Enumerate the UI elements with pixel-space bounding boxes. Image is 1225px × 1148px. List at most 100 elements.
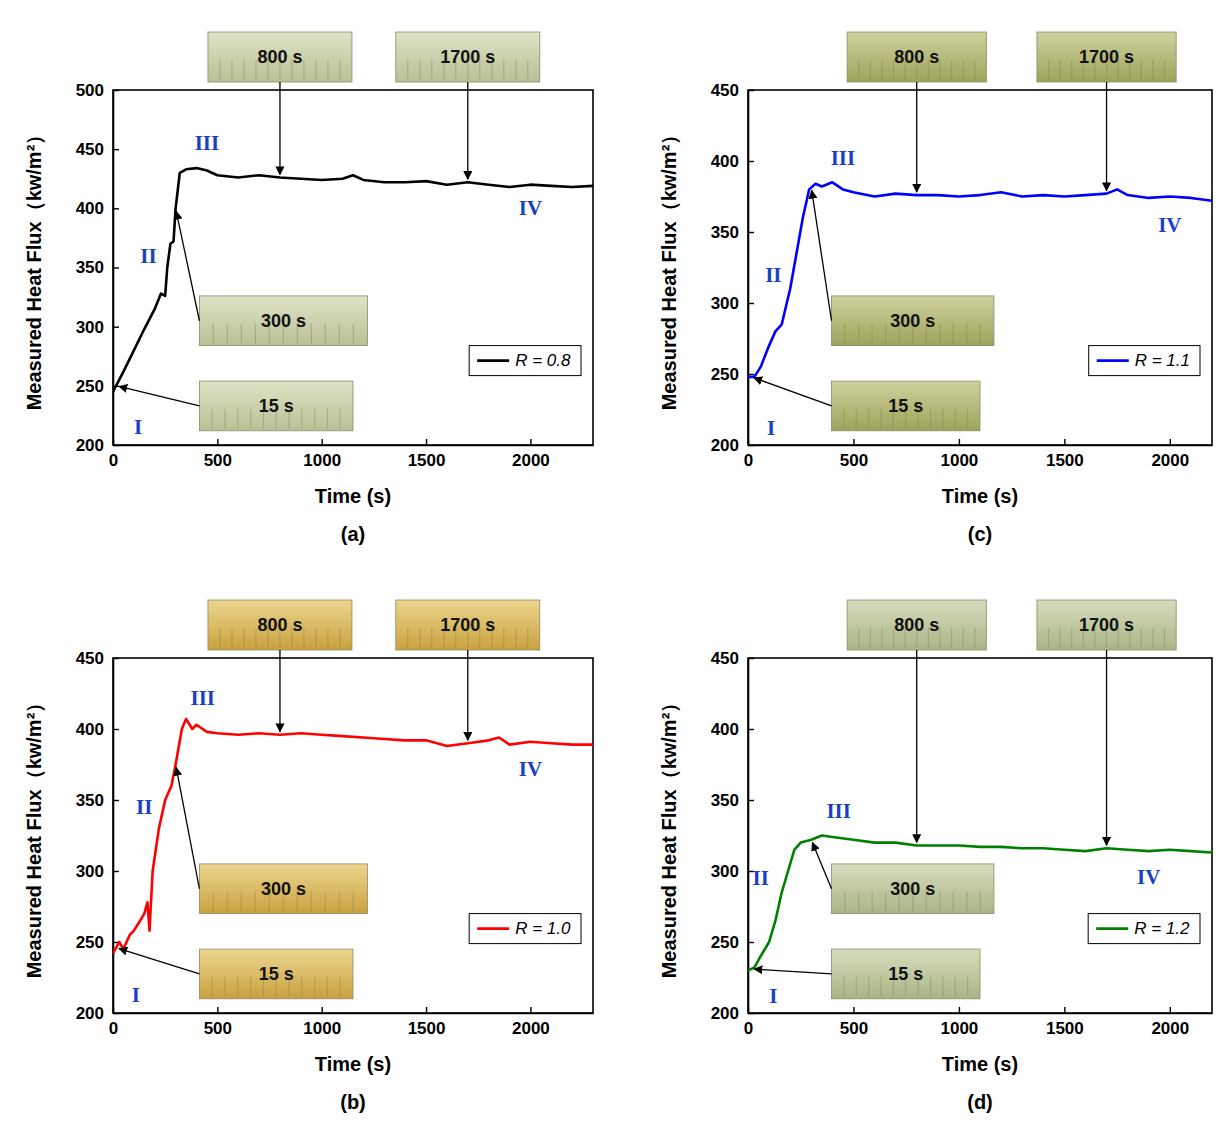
y-tick-label: 300 — [711, 862, 739, 881]
photo-arrow — [812, 843, 831, 889]
photo-texture — [315, 628, 316, 649]
panel: 0500100015002000200250300350400450Time (… — [23, 600, 594, 1113]
x-tick-label: 1000 — [940, 451, 978, 470]
y-axis-line — [113, 659, 115, 1014]
x-tick-label: 500 — [204, 1019, 232, 1038]
x-tick-label: 0 — [744, 1019, 753, 1038]
photo-inset: 15 s — [832, 949, 980, 999]
y-tick-label: 350 — [711, 791, 739, 810]
y-tick-label: 300 — [76, 862, 104, 881]
x-axis-line — [749, 445, 1213, 447]
photo-arrow — [754, 969, 831, 974]
photo-texture — [311, 323, 312, 343]
photo-texture — [980, 891, 981, 911]
y-tick-mark — [748, 942, 754, 943]
photo-caption: 1700 s — [440, 615, 495, 635]
photo-texture — [231, 628, 232, 649]
photo-texture — [255, 891, 256, 911]
photo-caption: 300 s — [890, 879, 935, 899]
photo-caption: 1700 s — [1079, 47, 1134, 67]
x-axis-line — [114, 445, 594, 447]
photo-texture — [255, 323, 256, 343]
y-axis-title: Measured Heat Flux（kw/m²） — [23, 125, 45, 411]
photo-arrow — [467, 82, 468, 179]
y-tick-mark — [748, 800, 754, 801]
photo-texture — [942, 408, 943, 428]
photo-arrow — [176, 211, 199, 320]
x-tick-mark — [959, 439, 960, 445]
y-tick: 300 — [76, 862, 119, 881]
x-tick: 1500 — [1046, 439, 1084, 470]
phase-label: II — [140, 244, 156, 268]
photo-texture — [231, 60, 232, 81]
x-tick-mark — [853, 439, 854, 445]
x-tick: 2000 — [512, 1007, 550, 1038]
photo-caption: 800 s — [894, 615, 939, 635]
x-tick: 500 — [840, 439, 868, 470]
y-tick-mark — [748, 232, 754, 233]
y-tick: 450 — [76, 649, 119, 668]
y-tick-mark — [113, 800, 119, 801]
photo-texture — [939, 60, 940, 81]
photo-frame — [832, 381, 980, 431]
y-axis: 200250300350400450500 — [76, 81, 119, 455]
legend: R = 1.0 — [469, 914, 581, 944]
photo-texture — [431, 60, 432, 81]
photo-texture — [241, 323, 242, 343]
x-tick-mark — [959, 1007, 960, 1013]
plot-area — [748, 182, 1212, 377]
x-axis: 0500100015002000 — [744, 439, 1213, 470]
x-tick-label: 2000 — [512, 1019, 550, 1038]
legend: R = 0.8 — [469, 346, 581, 376]
y-tick-mark — [748, 374, 754, 375]
photo-texture — [870, 628, 871, 649]
photo-texture — [301, 976, 302, 996]
phase-label: III — [831, 146, 856, 170]
photo-texture — [843, 408, 844, 428]
legend-frame — [1089, 346, 1200, 376]
x-tick-mark — [1064, 439, 1065, 445]
y-tick: 350 — [76, 791, 119, 810]
photo-texture — [1048, 628, 1049, 649]
x-tick-mark — [853, 1007, 854, 1013]
photo-texture — [250, 408, 251, 428]
chart-svg: 0500100015002000200250300350400450500Tim… — [0, 0, 1225, 1148]
legend-swatch — [1096, 927, 1128, 930]
photo-texture — [939, 628, 940, 649]
photo-caption: 800 s — [257, 47, 302, 67]
y-tick-label: 350 — [711, 223, 739, 242]
photo-texture — [237, 976, 238, 996]
photo-texture — [963, 60, 964, 81]
x-tick: 2000 — [512, 439, 550, 470]
legend: R = 1.2 — [1088, 914, 1200, 944]
photo-inset: 1700 s — [1037, 32, 1176, 82]
x-tick-label: 2000 — [512, 451, 550, 470]
x-tick: 2000 — [1151, 1007, 1189, 1038]
photo-texture — [872, 891, 873, 911]
photo-texture — [870, 60, 871, 81]
x-tick-mark — [1064, 1007, 1065, 1013]
x-tick: 1500 — [408, 1007, 446, 1038]
y-tick-label: 200 — [76, 1004, 104, 1023]
x-tick-label: 0 — [109, 1019, 118, 1038]
x-tick: 1500 — [1046, 1007, 1084, 1038]
photo-inset: 300 s — [832, 296, 994, 346]
photo-texture — [1164, 60, 1165, 81]
photo-texture — [858, 60, 859, 81]
y-tick-label: 250 — [76, 933, 104, 952]
photo-texture — [503, 60, 504, 81]
x-tick-label: 500 — [840, 451, 868, 470]
photo-texture — [212, 408, 213, 428]
chart-root: 0500100015002000200250300350400450500Tim… — [0, 0, 1225, 1148]
photo-texture — [974, 628, 975, 649]
photo-texture — [250, 976, 251, 996]
x-axis: 0500100015002000 — [109, 1007, 594, 1038]
photo-caption: 300 s — [261, 879, 306, 899]
photo-inset: 300 s — [199, 296, 367, 346]
photo-texture — [213, 323, 214, 343]
plot-frame — [113, 90, 593, 445]
photo-arrow — [119, 949, 199, 974]
photo-texture — [1060, 628, 1061, 649]
x-tick: 1000 — [303, 439, 341, 470]
photo-arrow — [176, 767, 199, 888]
